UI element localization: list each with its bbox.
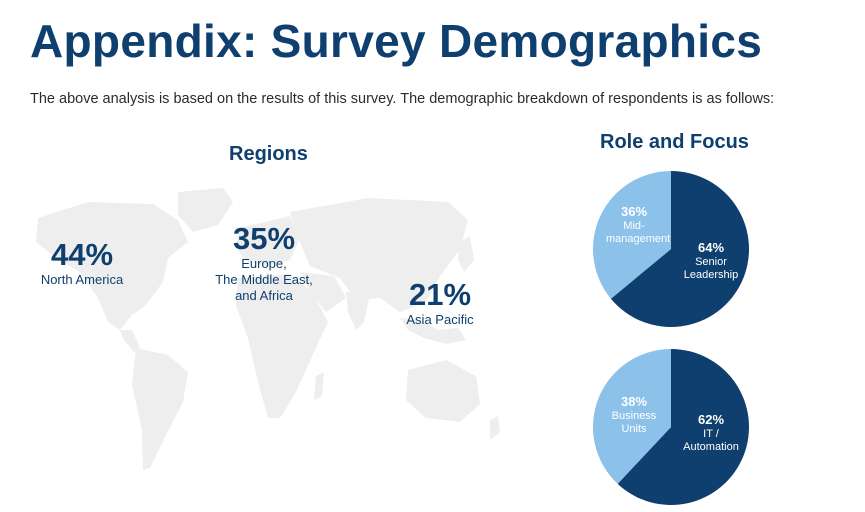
world-map-icon xyxy=(36,188,500,470)
page-subtitle: The above analysis is based on the resul… xyxy=(30,91,775,107)
stat-label: North America xyxy=(40,272,124,287)
pie-slice-it-automation xyxy=(617,349,749,505)
slice-value: 62% xyxy=(697,412,725,427)
slice-name: Mid- management xyxy=(606,220,671,245)
stat-value: 44% xyxy=(50,237,114,272)
slice-label-senior-leadership: 64% Senior Leadership xyxy=(676,240,746,282)
slice-label-business-units: 38% Business Units xyxy=(604,394,664,436)
stat-value: 35% xyxy=(232,221,296,256)
stat-asia-pacific: 21% Asia Pacific xyxy=(394,278,486,328)
slice-name: Business Units xyxy=(611,410,657,435)
stat-label: Asia Pacific xyxy=(406,312,474,327)
slice-label-it-automation: 62% IT / Automation xyxy=(672,412,750,454)
slice-value: 64% xyxy=(697,240,725,255)
role-pie-chart: 36% Mid- management 64% Senior Leadershi… xyxy=(592,170,750,328)
pie-slice-business-units xyxy=(593,349,671,484)
pie-slice-mid-management xyxy=(593,171,671,299)
slice-value: 38% xyxy=(620,394,648,409)
stat-north-america: 44% North America xyxy=(28,238,136,288)
role-focus-title: Role and Focus xyxy=(600,131,749,153)
regions-title: Regions xyxy=(229,143,308,165)
slice-label-mid-management: 36% Mid- management xyxy=(606,204,671,246)
stat-value: 21% xyxy=(408,277,472,312)
slice-name: Senior Leadership xyxy=(683,256,739,281)
slice-value: 36% xyxy=(620,204,648,219)
slice-name: IT / Automation xyxy=(683,428,739,453)
pie-slice-senior-leadership xyxy=(610,171,749,327)
stat-emea: 35% Europe, The Middle East, and Africa xyxy=(196,222,332,304)
focus-pie-chart: 38% Business Units 62% IT / Automation xyxy=(592,348,750,506)
stat-label: Europe, The Middle East, and Africa xyxy=(215,256,313,303)
page-title: Appendix: Survey Demographics xyxy=(30,15,763,67)
